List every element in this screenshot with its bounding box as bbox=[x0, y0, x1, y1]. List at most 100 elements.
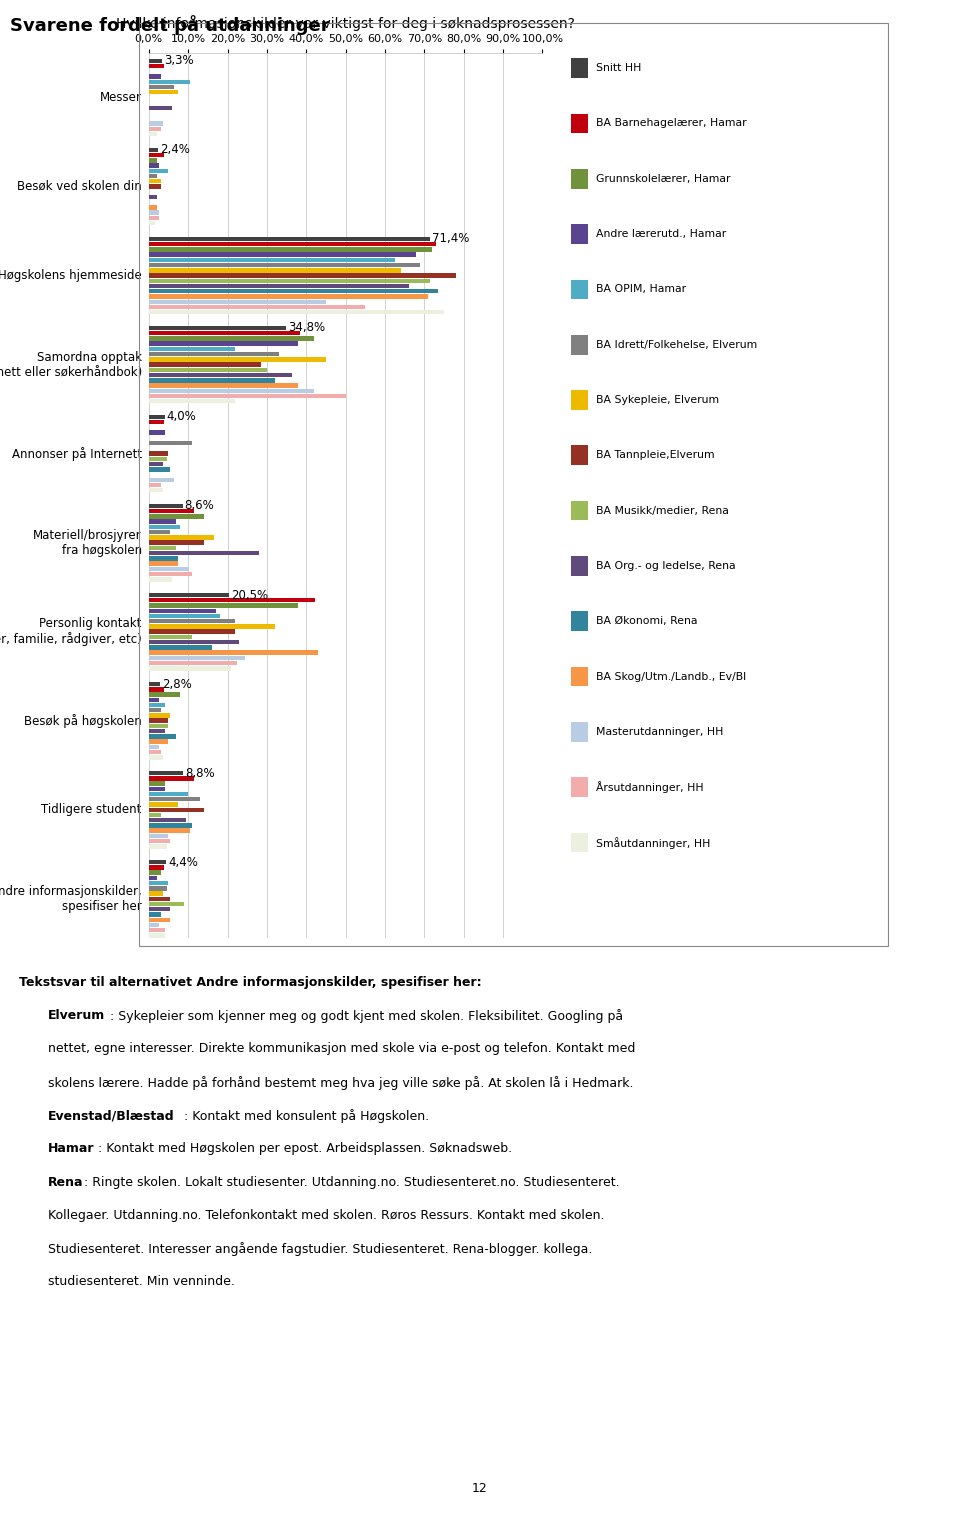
Bar bbox=[149, 478, 175, 483]
Bar bbox=[149, 372, 293, 377]
Bar bbox=[149, 185, 160, 189]
Text: nettet, egne interesser. Direkte kommunikasjon med skole via e-post og telefon. : nettet, egne interesser. Direkte kommuni… bbox=[48, 1042, 636, 1056]
Bar bbox=[149, 80, 190, 85]
Bar bbox=[149, 278, 430, 283]
Bar bbox=[149, 514, 204, 519]
Bar bbox=[149, 64, 164, 68]
Bar bbox=[149, 865, 164, 870]
Bar bbox=[149, 614, 220, 619]
Bar bbox=[149, 808, 204, 812]
Bar bbox=[149, 787, 164, 791]
Bar bbox=[149, 687, 164, 691]
Bar bbox=[149, 106, 173, 110]
Bar bbox=[149, 770, 183, 775]
Bar bbox=[149, 693, 180, 697]
Bar bbox=[149, 153, 164, 157]
Bar bbox=[149, 572, 192, 576]
Bar bbox=[149, 179, 160, 183]
Bar bbox=[149, 325, 286, 330]
Text: Årsutdanninger, HH: Årsutdanninger, HH bbox=[596, 781, 704, 793]
Bar bbox=[149, 566, 188, 570]
Bar bbox=[149, 619, 235, 623]
Bar bbox=[149, 378, 275, 383]
Bar bbox=[149, 844, 166, 849]
Text: Studiesenteret. Interesser angående fagstudier. Studiesenteret. Rena-blogger. ko: Studiesenteret. Interesser angående fags… bbox=[48, 1242, 592, 1256]
Text: Evenstad/Blæstad: Evenstad/Blæstad bbox=[48, 1109, 175, 1123]
Bar bbox=[149, 89, 179, 94]
Bar bbox=[149, 468, 171, 472]
Bar bbox=[149, 708, 160, 713]
Text: 4,0%: 4,0% bbox=[166, 410, 196, 424]
Bar bbox=[149, 257, 395, 262]
Text: 71,4%: 71,4% bbox=[432, 233, 469, 245]
Bar bbox=[149, 242, 436, 247]
Bar bbox=[149, 661, 237, 666]
Bar bbox=[149, 331, 300, 336]
Title: Hvilke informasjonskilder var viktigst for deg i søknadsprosessen?: Hvilke informasjonskilder var viktigst f… bbox=[116, 17, 575, 30]
Text: BA Org.- og ledelse, Rena: BA Org.- og ledelse, Rena bbox=[596, 561, 735, 570]
Bar bbox=[149, 530, 171, 534]
Bar bbox=[149, 625, 275, 629]
Bar bbox=[149, 508, 194, 513]
Text: : Sykepleier som kjenner meg og godt kjent med skolen. Fleksibilitet. Googling p: : Sykepleier som kjenner meg og godt kje… bbox=[110, 1009, 624, 1023]
Bar bbox=[149, 557, 179, 561]
Bar bbox=[149, 604, 299, 608]
Bar bbox=[149, 430, 164, 434]
Bar bbox=[149, 127, 160, 132]
Bar bbox=[149, 923, 158, 927]
Text: 2,8%: 2,8% bbox=[162, 678, 192, 690]
Bar bbox=[149, 368, 267, 372]
Text: Tekstsvar til alternativet Andre informasjonskilder, spesifiser her:: Tekstsvar til alternativet Andre informa… bbox=[19, 976, 482, 990]
Bar bbox=[149, 598, 315, 602]
Bar bbox=[149, 206, 156, 210]
Text: 4,4%: 4,4% bbox=[168, 856, 198, 868]
Bar bbox=[149, 362, 261, 366]
Bar bbox=[149, 525, 180, 530]
Bar bbox=[149, 415, 164, 419]
Bar bbox=[149, 121, 162, 126]
Bar bbox=[149, 300, 326, 304]
Bar bbox=[149, 216, 158, 221]
Text: BA Skog/Utm./Landb., Ev/Bl: BA Skog/Utm./Landb., Ev/Bl bbox=[596, 672, 746, 681]
Bar bbox=[149, 157, 156, 162]
Bar bbox=[149, 802, 179, 806]
Text: Grunnskolelærer, Hamar: Grunnskolelærer, Hamar bbox=[596, 174, 731, 183]
Bar bbox=[149, 723, 169, 728]
Bar bbox=[149, 274, 456, 278]
Bar bbox=[149, 310, 444, 315]
Text: BA OPIM, Hamar: BA OPIM, Hamar bbox=[596, 284, 686, 295]
Text: : Kontakt med konsulent på Høgskolen.: : Kontakt med konsulent på Høgskolen. bbox=[184, 1109, 429, 1123]
Bar bbox=[149, 551, 259, 555]
Bar bbox=[149, 640, 239, 645]
Bar bbox=[149, 629, 235, 634]
Bar bbox=[149, 174, 156, 179]
Bar bbox=[149, 247, 432, 251]
Bar bbox=[149, 132, 156, 136]
Bar bbox=[149, 927, 164, 932]
Bar bbox=[149, 906, 171, 911]
Bar bbox=[149, 781, 164, 785]
Text: 34,8%: 34,8% bbox=[288, 321, 324, 334]
Bar bbox=[149, 346, 235, 351]
Bar bbox=[149, 383, 299, 387]
Bar bbox=[149, 891, 162, 896]
Text: BA Sykepleie, Elverum: BA Sykepleie, Elverum bbox=[596, 395, 719, 405]
Bar bbox=[149, 504, 182, 508]
Bar bbox=[149, 713, 171, 717]
Bar bbox=[149, 85, 175, 89]
Bar bbox=[149, 819, 186, 823]
Bar bbox=[149, 268, 400, 272]
Bar bbox=[149, 168, 169, 172]
Text: 20,5%: 20,5% bbox=[231, 589, 269, 602]
Text: Snitt HH: Snitt HH bbox=[596, 64, 641, 73]
Bar bbox=[149, 791, 188, 796]
Bar bbox=[149, 645, 212, 649]
Bar bbox=[149, 489, 162, 493]
Bar bbox=[149, 682, 159, 687]
Text: Elverum: Elverum bbox=[48, 1009, 106, 1023]
Bar bbox=[149, 457, 166, 461]
Bar bbox=[149, 797, 200, 802]
Bar bbox=[149, 221, 155, 225]
Bar bbox=[149, 823, 192, 828]
Text: Andre lærerutd., Hamar: Andre lærerutd., Hamar bbox=[596, 228, 727, 239]
